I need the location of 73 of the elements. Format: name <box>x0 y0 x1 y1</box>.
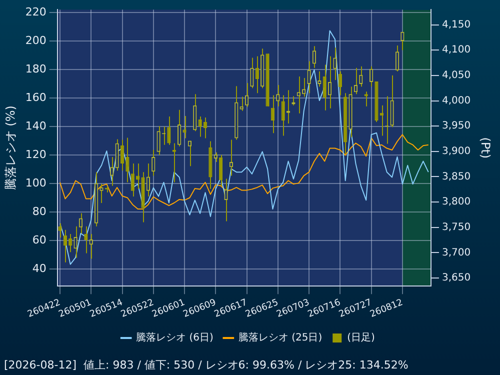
candlestick <box>120 139 124 172</box>
candlestick <box>146 163 150 197</box>
candlestick <box>318 70 322 88</box>
candlestick <box>74 226 78 258</box>
legend-label: 騰落レシオ (6日) <box>136 332 214 344</box>
y2-tick-label: 3,950 <box>442 120 471 132</box>
candlestick <box>281 94 285 136</box>
candlestick <box>307 60 311 94</box>
y2-tick-label: 3,750 <box>442 222 471 233</box>
text: [2026-08-12] 値上: 983 / 値下: 530 / レシオ6: 99.63% / レシオ25: 134.52% <box>4 358 408 372</box>
y-axis-title: 騰落レシオ (%) <box>3 106 18 190</box>
candlestick <box>126 137 130 183</box>
candlestick <box>110 156 114 186</box>
candlestick <box>270 94 275 134</box>
candlestick <box>302 77 306 98</box>
candlestick <box>255 56 259 94</box>
y-tick-label: 220 <box>25 5 46 18</box>
legend-label: (日足) <box>347 332 376 344</box>
candlestick <box>63 229 67 263</box>
y-tick-label: 160 <box>25 90 46 104</box>
y2-tick-label: 4,050 <box>442 70 471 82</box>
y-tick-label: 120 <box>25 148 46 161</box>
legend-label: 騰落レシオ (25日) <box>238 332 322 344</box>
candlestick <box>68 233 72 253</box>
candlestick <box>58 222 62 238</box>
candlestick <box>198 116 202 138</box>
candlestick <box>296 76 300 114</box>
candlestick <box>328 56 332 109</box>
candlestick <box>276 84 280 107</box>
y-tick-label: 100 <box>25 176 46 190</box>
y-tick-label: 40 <box>32 262 46 275</box>
candlestick <box>89 233 93 260</box>
candlestick <box>312 46 316 68</box>
candlestick <box>167 116 171 146</box>
candlestick <box>338 70 342 96</box>
candlestick <box>390 74 394 128</box>
candlestick <box>380 104 384 136</box>
y-tick-label: 140 <box>25 119 46 132</box>
candlestick <box>229 139 234 176</box>
candlestick <box>359 66 363 88</box>
candlestick <box>100 183 104 204</box>
candlestick <box>78 212 83 234</box>
candlestick <box>369 66 374 88</box>
candlestick <box>244 82 249 108</box>
candlestick <box>214 152 218 163</box>
candlestick <box>333 47 337 80</box>
y2-tick-label: 4,000 <box>442 95 471 106</box>
y2-tick-label: 3,650 <box>442 272 471 284</box>
candlestick <box>130 163 134 197</box>
candlestick <box>115 138 119 172</box>
y2-tick-label: 3,850 <box>442 171 471 182</box>
candlestick <box>354 67 358 95</box>
candlestick <box>156 126 160 156</box>
candlestick <box>178 109 182 147</box>
candlestick <box>182 115 186 139</box>
candlestick <box>188 140 192 167</box>
y-tick-label: 80 <box>32 204 46 218</box>
candlestick <box>219 154 223 186</box>
candlestick <box>224 178 228 222</box>
candlestick <box>395 45 400 72</box>
y2-tick-label: 4,150 <box>442 19 471 30</box>
candlestick <box>322 64 326 111</box>
candlestick <box>250 57 254 89</box>
candlestick <box>136 163 140 190</box>
candlestick <box>152 149 156 176</box>
y-tick-label: 200 <box>25 34 46 47</box>
y2-tick-label: 3,900 <box>442 146 471 157</box>
y-tick-label: 180 <box>25 62 46 76</box>
y2-tick-label: 4,100 <box>442 44 471 56</box>
y2-tick-label: 3,700 <box>442 247 471 258</box>
y2-tick-label: 3,800 <box>442 196 471 208</box>
y2-axis-title: (Pt) <box>478 137 493 159</box>
y-tick-label: 60 <box>32 233 46 246</box>
